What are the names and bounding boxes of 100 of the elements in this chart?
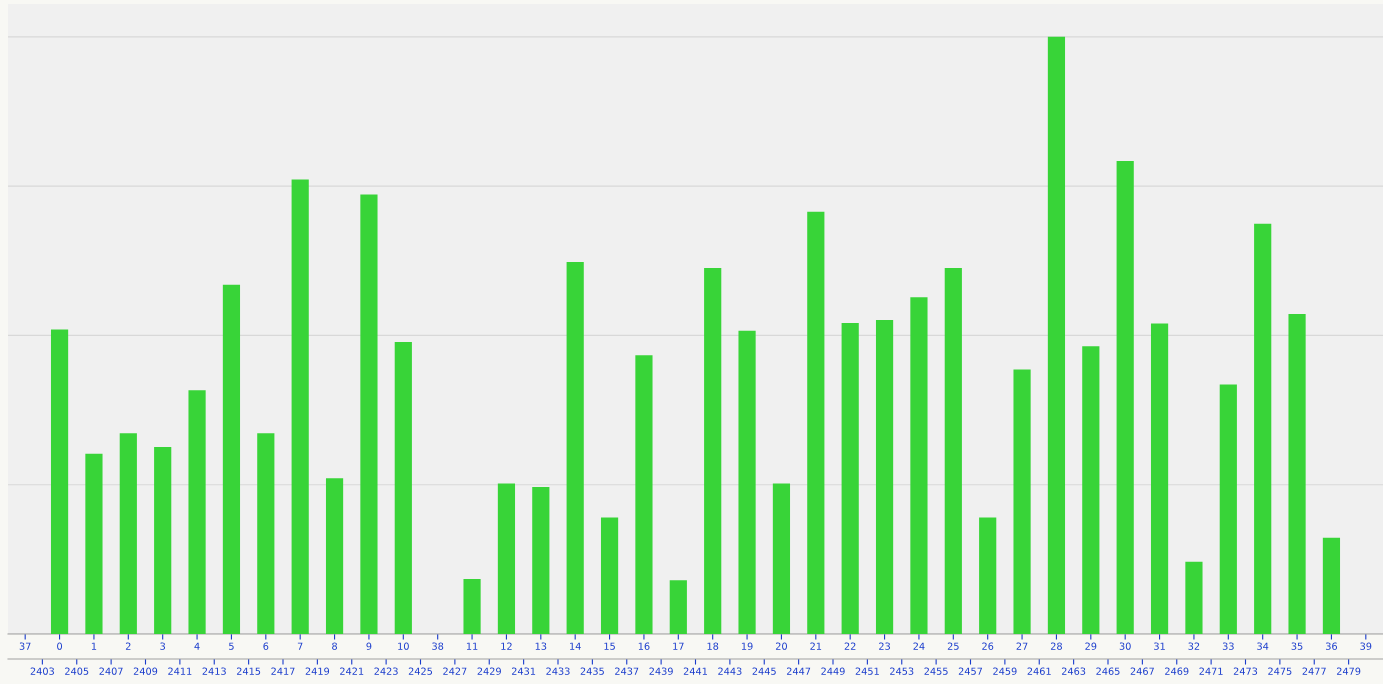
x2-tick-label: 2449	[821, 667, 845, 675]
x2-tick-label: 2451	[855, 667, 879, 675]
x-tick-label: 15	[604, 642, 615, 650]
x-tick-label: 12	[501, 642, 512, 650]
x2-tick-label: 2403	[30, 667, 54, 675]
x2-tick-label: 2407	[99, 667, 123, 675]
x2-tick-label: 2469	[1165, 667, 1189, 675]
x2-tick-label: 2447	[786, 667, 811, 675]
x-tick-label: 28	[1050, 642, 1062, 650]
x-tick-label: 21	[810, 642, 822, 650]
bar	[738, 330, 756, 634]
x2-tick-label: 2455	[924, 667, 948, 675]
x2-tick-label: 2463	[1061, 667, 1086, 675]
bar	[979, 517, 997, 634]
x-tick-label: 25	[947, 642, 959, 650]
x-tick-label: 9	[366, 642, 372, 650]
bar	[772, 483, 791, 634]
x-tick-label: 18	[707, 642, 719, 650]
x-tick-label: 11	[466, 642, 478, 650]
bar	[1185, 561, 1203, 634]
x-tick-label: 23	[879, 642, 890, 650]
bar	[600, 517, 619, 634]
bar	[910, 297, 928, 634]
bar	[257, 433, 275, 634]
x2-tick-label: 2415	[236, 667, 261, 675]
x-tick-label: 27	[1016, 642, 1028, 650]
bar	[1150, 323, 1169, 634]
x-tick-label: 3	[160, 642, 165, 650]
x-tick-label: 19	[741, 642, 753, 650]
bar	[1288, 313, 1306, 634]
x-tick-label: 5	[229, 642, 234, 650]
bar	[669, 580, 687, 634]
x-tick-label: 33	[1222, 642, 1234, 650]
x2-tick-label: 2461	[1027, 667, 1051, 675]
x2-tick-label: 2405	[65, 667, 89, 675]
x-tick-label: 20	[775, 642, 787, 650]
x2-tick-label: 2431	[511, 667, 536, 675]
x-tick-label: 22	[844, 642, 856, 650]
bar	[635, 355, 653, 634]
x-tick-label: 10	[398, 642, 409, 650]
x-tick-label: 0	[57, 642, 63, 650]
bar	[119, 433, 137, 634]
x2-tick-label: 2425	[408, 667, 433, 675]
bar	[291, 179, 309, 634]
bar	[394, 341, 412, 634]
bar	[1082, 346, 1100, 634]
bar	[154, 447, 172, 634]
x-tick-label: 34	[1257, 642, 1269, 650]
x2-tick-label: 2471	[1199, 667, 1223, 675]
x-tick-label: 39	[1360, 642, 1372, 650]
bar	[1322, 537, 1341, 634]
bar	[463, 579, 481, 634]
x-tick-label: 37	[19, 642, 31, 650]
bar	[1254, 223, 1272, 634]
x-tick-label: 26	[982, 642, 994, 650]
x-tick-label: 35	[1291, 642, 1303, 650]
x-tick-label: 24	[913, 642, 925, 650]
x2-tick-label: 2459	[993, 667, 1017, 675]
x-tick-label: 14	[570, 642, 581, 650]
x2-tick-label: 2437	[615, 667, 639, 675]
x2-tick-label: 2443	[718, 667, 742, 675]
x-tick-label: 38	[432, 642, 444, 650]
x2-tick-label: 2457	[958, 667, 983, 675]
x2-tick-label: 2465	[1096, 667, 1120, 675]
x2-tick-label: 2433	[546, 667, 570, 675]
x2-tick-label: 2413	[202, 667, 226, 675]
x2-tick-label: 2421	[340, 667, 364, 675]
bar	[841, 322, 859, 634]
x2-tick-label: 2429	[477, 667, 501, 675]
x-tick-label: 30	[1119, 642, 1131, 650]
x2-tick-label: 2473	[1233, 667, 1258, 675]
x-tick-label: 1	[91, 642, 97, 650]
bar	[497, 483, 516, 634]
x2-tick-label: 2441	[683, 667, 707, 675]
x-tick-label: 31	[1154, 642, 1165, 650]
x-tick-label: 17	[673, 642, 684, 650]
x-tick-label: 32	[1188, 642, 1200, 650]
bar	[944, 267, 962, 634]
x-tick-label: 7	[297, 642, 303, 650]
bar	[1219, 384, 1237, 634]
bar	[50, 329, 69, 634]
x2-tick-label: 2419	[305, 667, 330, 675]
x2-tick-label: 2439	[649, 667, 673, 675]
x2-tick-label: 2477	[1302, 667, 1326, 675]
x2-tick-label: 2467	[1130, 667, 1154, 675]
x-tick-label: 4	[194, 642, 200, 650]
bar	[566, 261, 584, 634]
x2-tick-label: 2479	[1336, 667, 1361, 675]
x2-tick-label: 2453	[890, 667, 914, 675]
bar	[325, 478, 344, 634]
x-tick-label: 6	[263, 642, 269, 650]
bar	[1116, 161, 1134, 634]
x2-tick-label: 2445	[752, 667, 776, 675]
x2-tick-label: 2435	[580, 667, 604, 675]
x-tick-label: 8	[332, 642, 337, 650]
bar	[85, 453, 103, 634]
bar	[532, 487, 550, 634]
x2-tick-label: 2423	[374, 667, 398, 675]
bar	[704, 267, 722, 634]
x2-tick-label: 2475	[1268, 667, 1292, 675]
